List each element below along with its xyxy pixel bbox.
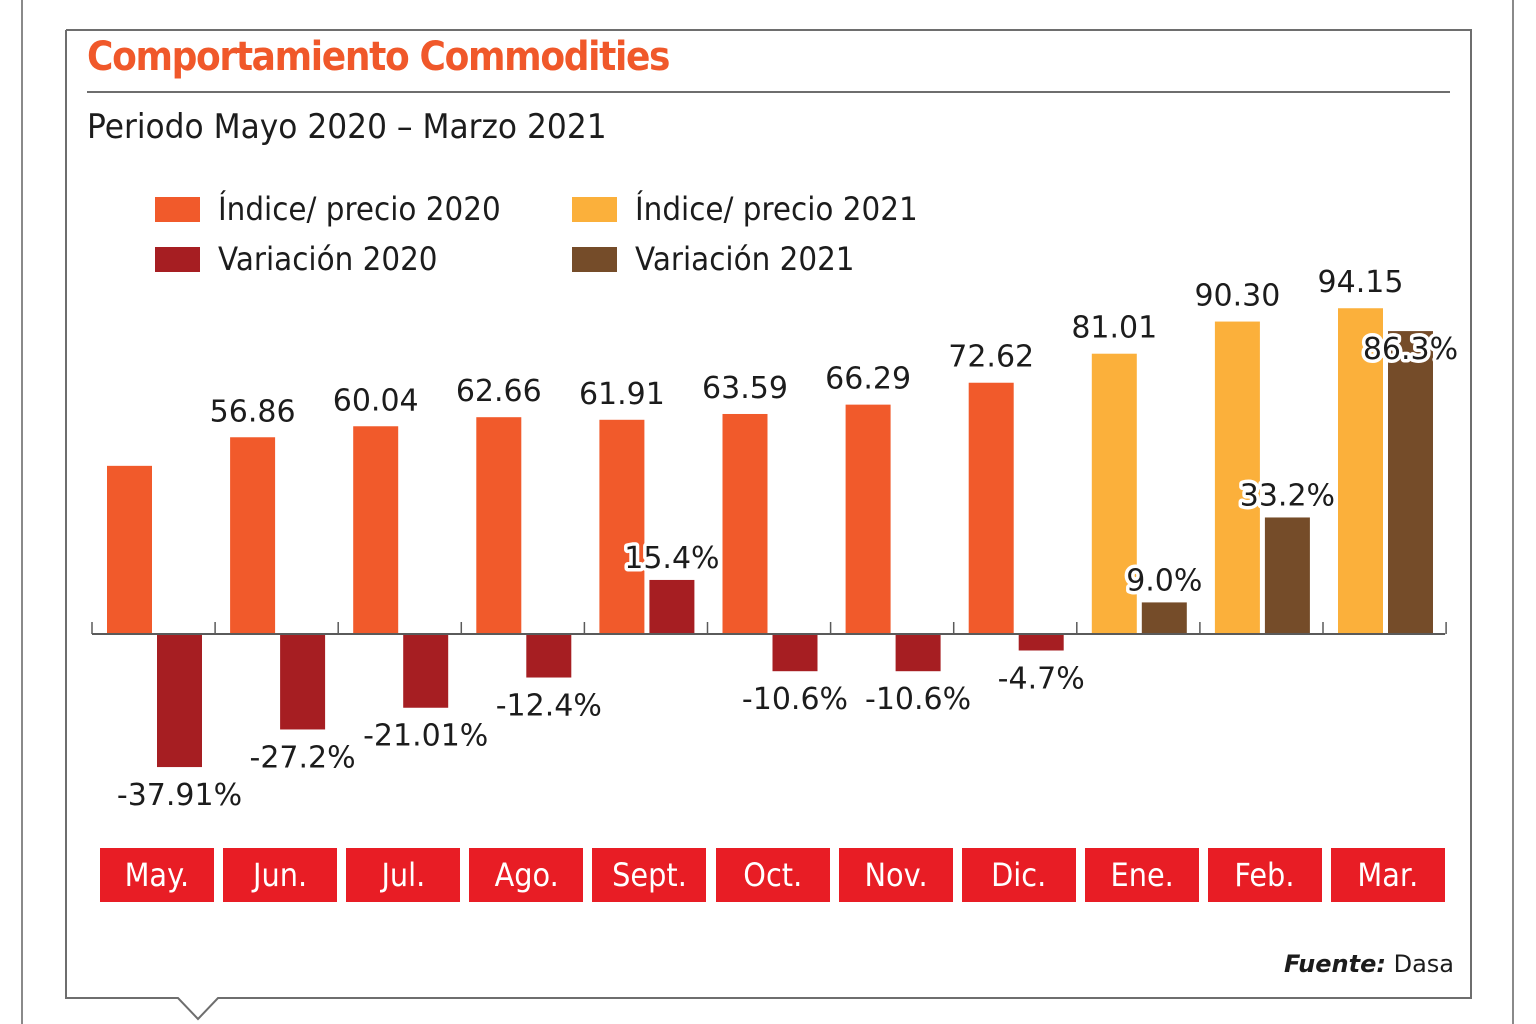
variation-value-label: -21.01% <box>363 719 488 754</box>
legend-label: Índice/ precio 2021 <box>635 190 918 228</box>
x-tick-label: Ene. <box>1110 856 1174 894</box>
variation-bar <box>1141 602 1187 634</box>
x-tick-label: Jul. <box>381 856 426 894</box>
x-tick-label: Sept. <box>612 856 687 894</box>
index-value-label: 62.66 <box>456 374 542 409</box>
x-tick-label: Ago. <box>494 856 559 894</box>
variation-bar <box>280 634 326 730</box>
variation-bar <box>1264 517 1310 634</box>
month-label-box: Ene. <box>1084 848 1199 902</box>
variation-bar <box>403 634 449 708</box>
variation-value-label: -12.4% <box>496 689 602 724</box>
index-bar <box>476 417 522 634</box>
index-bar <box>1214 321 1260 634</box>
index-value-label: 94.15 <box>1318 265 1404 300</box>
variation-value-label: -27.2% <box>250 740 356 775</box>
month-label-box: Mar. <box>1331 848 1445 902</box>
frame-border <box>65 29 1472 1021</box>
month-label-box: Nov. <box>838 848 953 902</box>
source-note: Fuente: Dasa <box>1284 950 1454 978</box>
month-label-box: May. <box>100 848 214 902</box>
chart-title: Comportamiento Commodities <box>87 34 670 80</box>
month-label-box: Oct. <box>715 848 830 902</box>
variation-value-label: -10.6% <box>865 682 971 717</box>
index-value-label: 72.62 <box>948 340 1034 375</box>
index-bar <box>230 437 276 634</box>
x-tick-label: Feb. <box>1234 856 1295 894</box>
variation-bar <box>1388 331 1433 634</box>
variation-value-label: 33.2% <box>1240 478 1335 513</box>
x-tick-label: Oct. <box>743 856 802 894</box>
month-label-box: Sept. <box>592 848 707 902</box>
legend-swatch <box>155 196 200 222</box>
month-label-box: Jun. <box>223 848 338 902</box>
variation-value-label: -37.91% <box>117 778 242 813</box>
variation-value-label: 86.3% <box>1363 332 1458 367</box>
month-label-box: Feb. <box>1207 848 1322 902</box>
x-tick-label: May. <box>124 856 190 894</box>
month-label-box: Dic. <box>961 848 1076 902</box>
source-label: Fuente: <box>1284 950 1386 978</box>
legend-item-indice-2020: Índice/ precio 2020 <box>155 189 525 229</box>
index-bar <box>722 413 768 634</box>
variation-bar <box>526 634 572 678</box>
variation-value-label: -4.7% <box>998 661 1085 696</box>
index-bar <box>968 382 1014 634</box>
legend-swatch <box>572 246 617 272</box>
variation-bar <box>649 579 695 634</box>
title-divider <box>87 91 1450 93</box>
page-edge-left <box>21 0 23 1024</box>
variation-value-label: 9.0% <box>1126 563 1202 598</box>
index-bar <box>107 465 152 634</box>
x-tick-label: Jun. <box>253 856 308 894</box>
legend-label: Índice/ precio 2020 <box>218 190 501 228</box>
variation-bar <box>157 634 202 768</box>
legend-item-indice-2021: Índice/ precio 2021 <box>572 189 942 229</box>
index-value-label: 61.91 <box>579 377 665 412</box>
variation-bar <box>895 634 941 672</box>
chart-subtitle: Periodo Mayo 2020 – Marzo 2021 <box>87 107 607 147</box>
month-label-box: Jul. <box>346 848 461 902</box>
month-label-box: Ago. <box>469 848 584 902</box>
legend-item-variacion-2021: Variación 2021 <box>572 239 874 279</box>
variation-bar <box>1018 634 1064 651</box>
index-value-label: 60.04 <box>333 383 419 418</box>
index-value-label: 66.29 <box>825 362 911 397</box>
variation-value-label: 15.4% <box>624 541 719 576</box>
index-value-label: 81.01 <box>1071 311 1157 346</box>
index-bar <box>353 426 399 634</box>
x-tick-label: Nov. <box>864 856 928 894</box>
x-tick-label: Dic. <box>991 856 1047 894</box>
page-edge-right <box>1512 0 1514 1024</box>
legend-item-variacion-2020: Variación 2020 <box>155 239 457 279</box>
legend-label: Variación 2020 <box>218 240 438 278</box>
x-tick-label: Mar. <box>1357 856 1419 894</box>
index-bar <box>845 404 891 634</box>
index-bar <box>1091 353 1137 634</box>
variation-value-label: -10.6% <box>742 682 848 717</box>
legend-swatch <box>572 196 617 222</box>
index-value-label: 56.86 <box>210 394 296 429</box>
legend-label: Variación 2021 <box>635 240 855 278</box>
legend-swatch <box>155 246 200 272</box>
index-bar <box>1338 308 1383 634</box>
index-value-label: 90.30 <box>1194 279 1280 314</box>
index-bar <box>599 419 645 634</box>
index-value-label: 63.59 <box>702 371 788 406</box>
source-value: Dasa <box>1393 950 1454 978</box>
variation-bar <box>772 634 818 672</box>
